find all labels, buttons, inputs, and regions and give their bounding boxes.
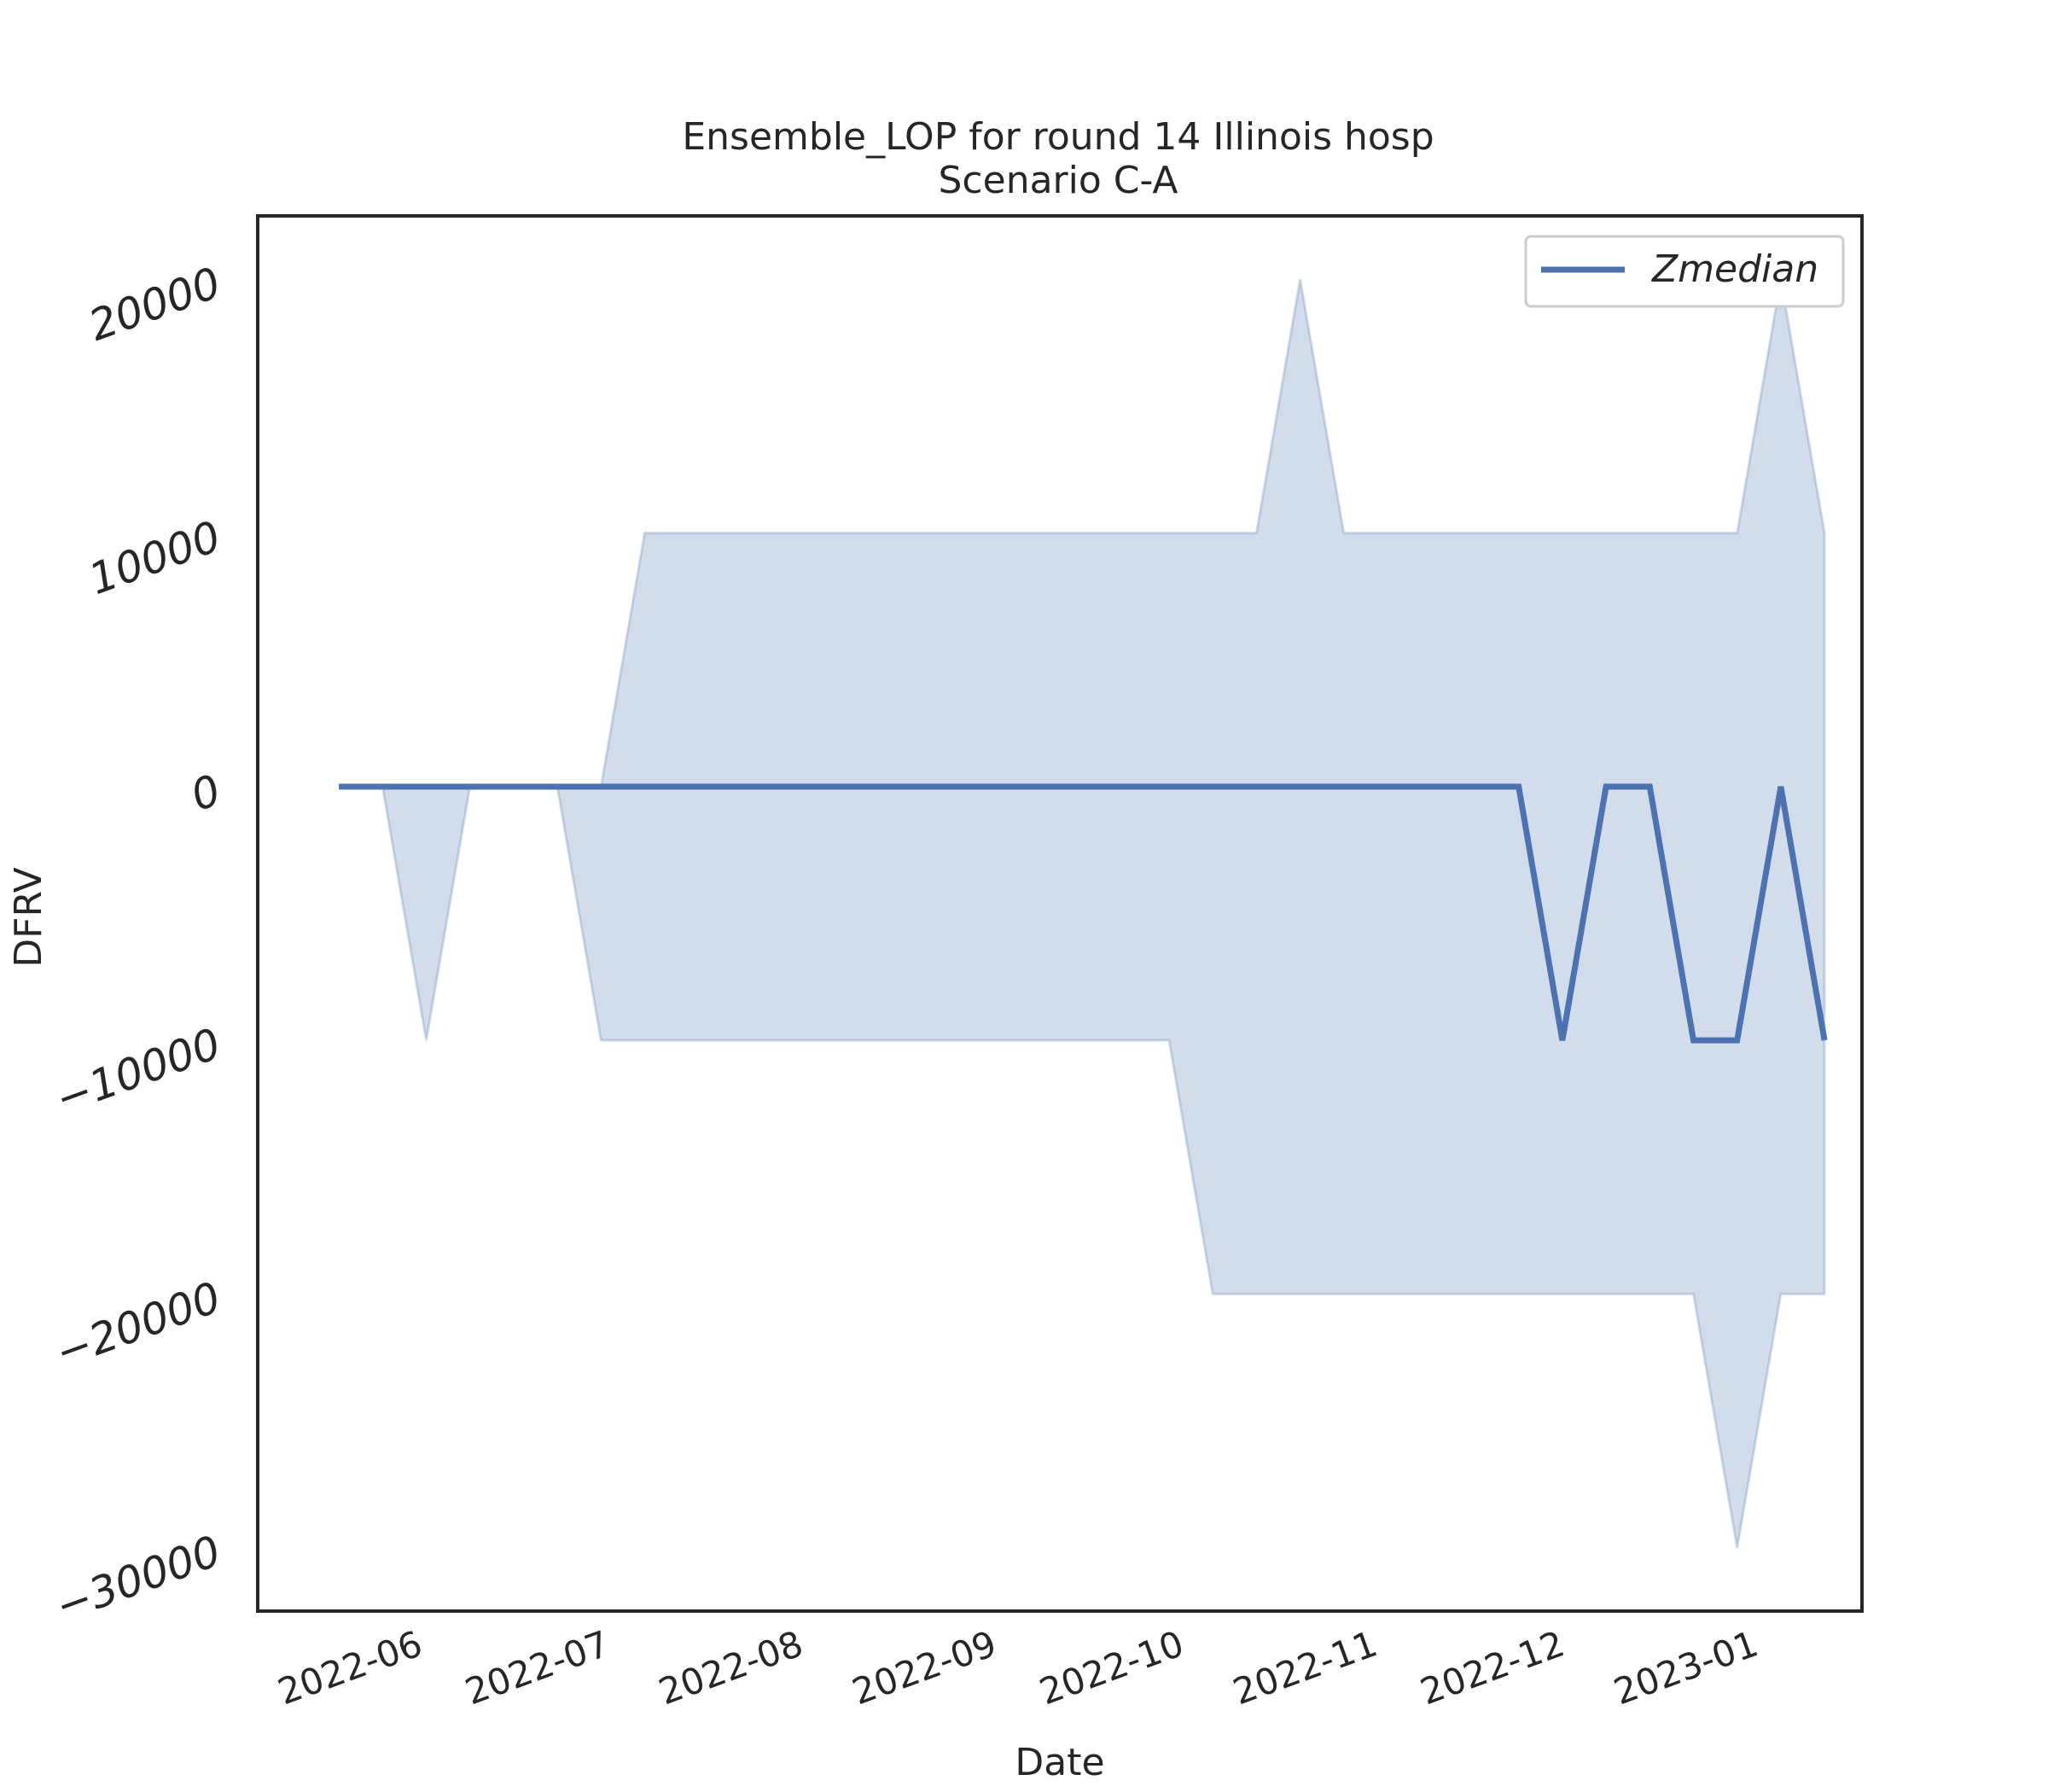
plot-frame (256, 214, 1864, 1613)
legend-box (1524, 235, 1845, 308)
y-tick-labels: 20000 10000 0 −10000 −20000 −30000 (49, 258, 227, 1632)
x-tick-label: 2022-09 (847, 1622, 1002, 1713)
y-tick-label: −30000 (49, 1526, 227, 1631)
x-tick-label: 2022-11 (1228, 1622, 1383, 1713)
x-tick-label: 2022-12 (1415, 1622, 1570, 1713)
confidence-band (339, 279, 1826, 1548)
legend: Zmedian (1524, 235, 1845, 308)
y-tick-label: 20000 (83, 258, 227, 351)
y-tick-label: −10000 (49, 1019, 227, 1124)
x-axis-label: Date (1015, 1741, 1104, 1784)
x-tick-label: 2022-08 (654, 1622, 809, 1713)
x-tick-label: 2022-10 (1034, 1622, 1190, 1713)
y-tick-label: 10000 (83, 511, 227, 604)
x-tick-label: 2022-07 (460, 1622, 615, 1713)
chart-title: Ensemble_LOP for round 14 Illinois hosp (682, 115, 1434, 159)
y-axis-label: DFRV (7, 867, 50, 967)
x-tick-labels: 2022-06 2022-07 2022-08 2022-09 2022-10 2022-… (272, 1622, 1763, 1713)
y-tick-label: 0 (184, 765, 227, 821)
legend-label-zmedian: Zmedian (1651, 247, 1818, 291)
x-tick-label: 2022-06 (272, 1622, 428, 1713)
chart-subtitle: Scenario C-A (939, 159, 1178, 202)
x-tick-label: 2023-01 (1609, 1622, 1764, 1713)
series-line-zmedian (339, 783, 1828, 1044)
y-tick-label: −20000 (49, 1272, 227, 1377)
plot-area (339, 279, 1828, 1548)
